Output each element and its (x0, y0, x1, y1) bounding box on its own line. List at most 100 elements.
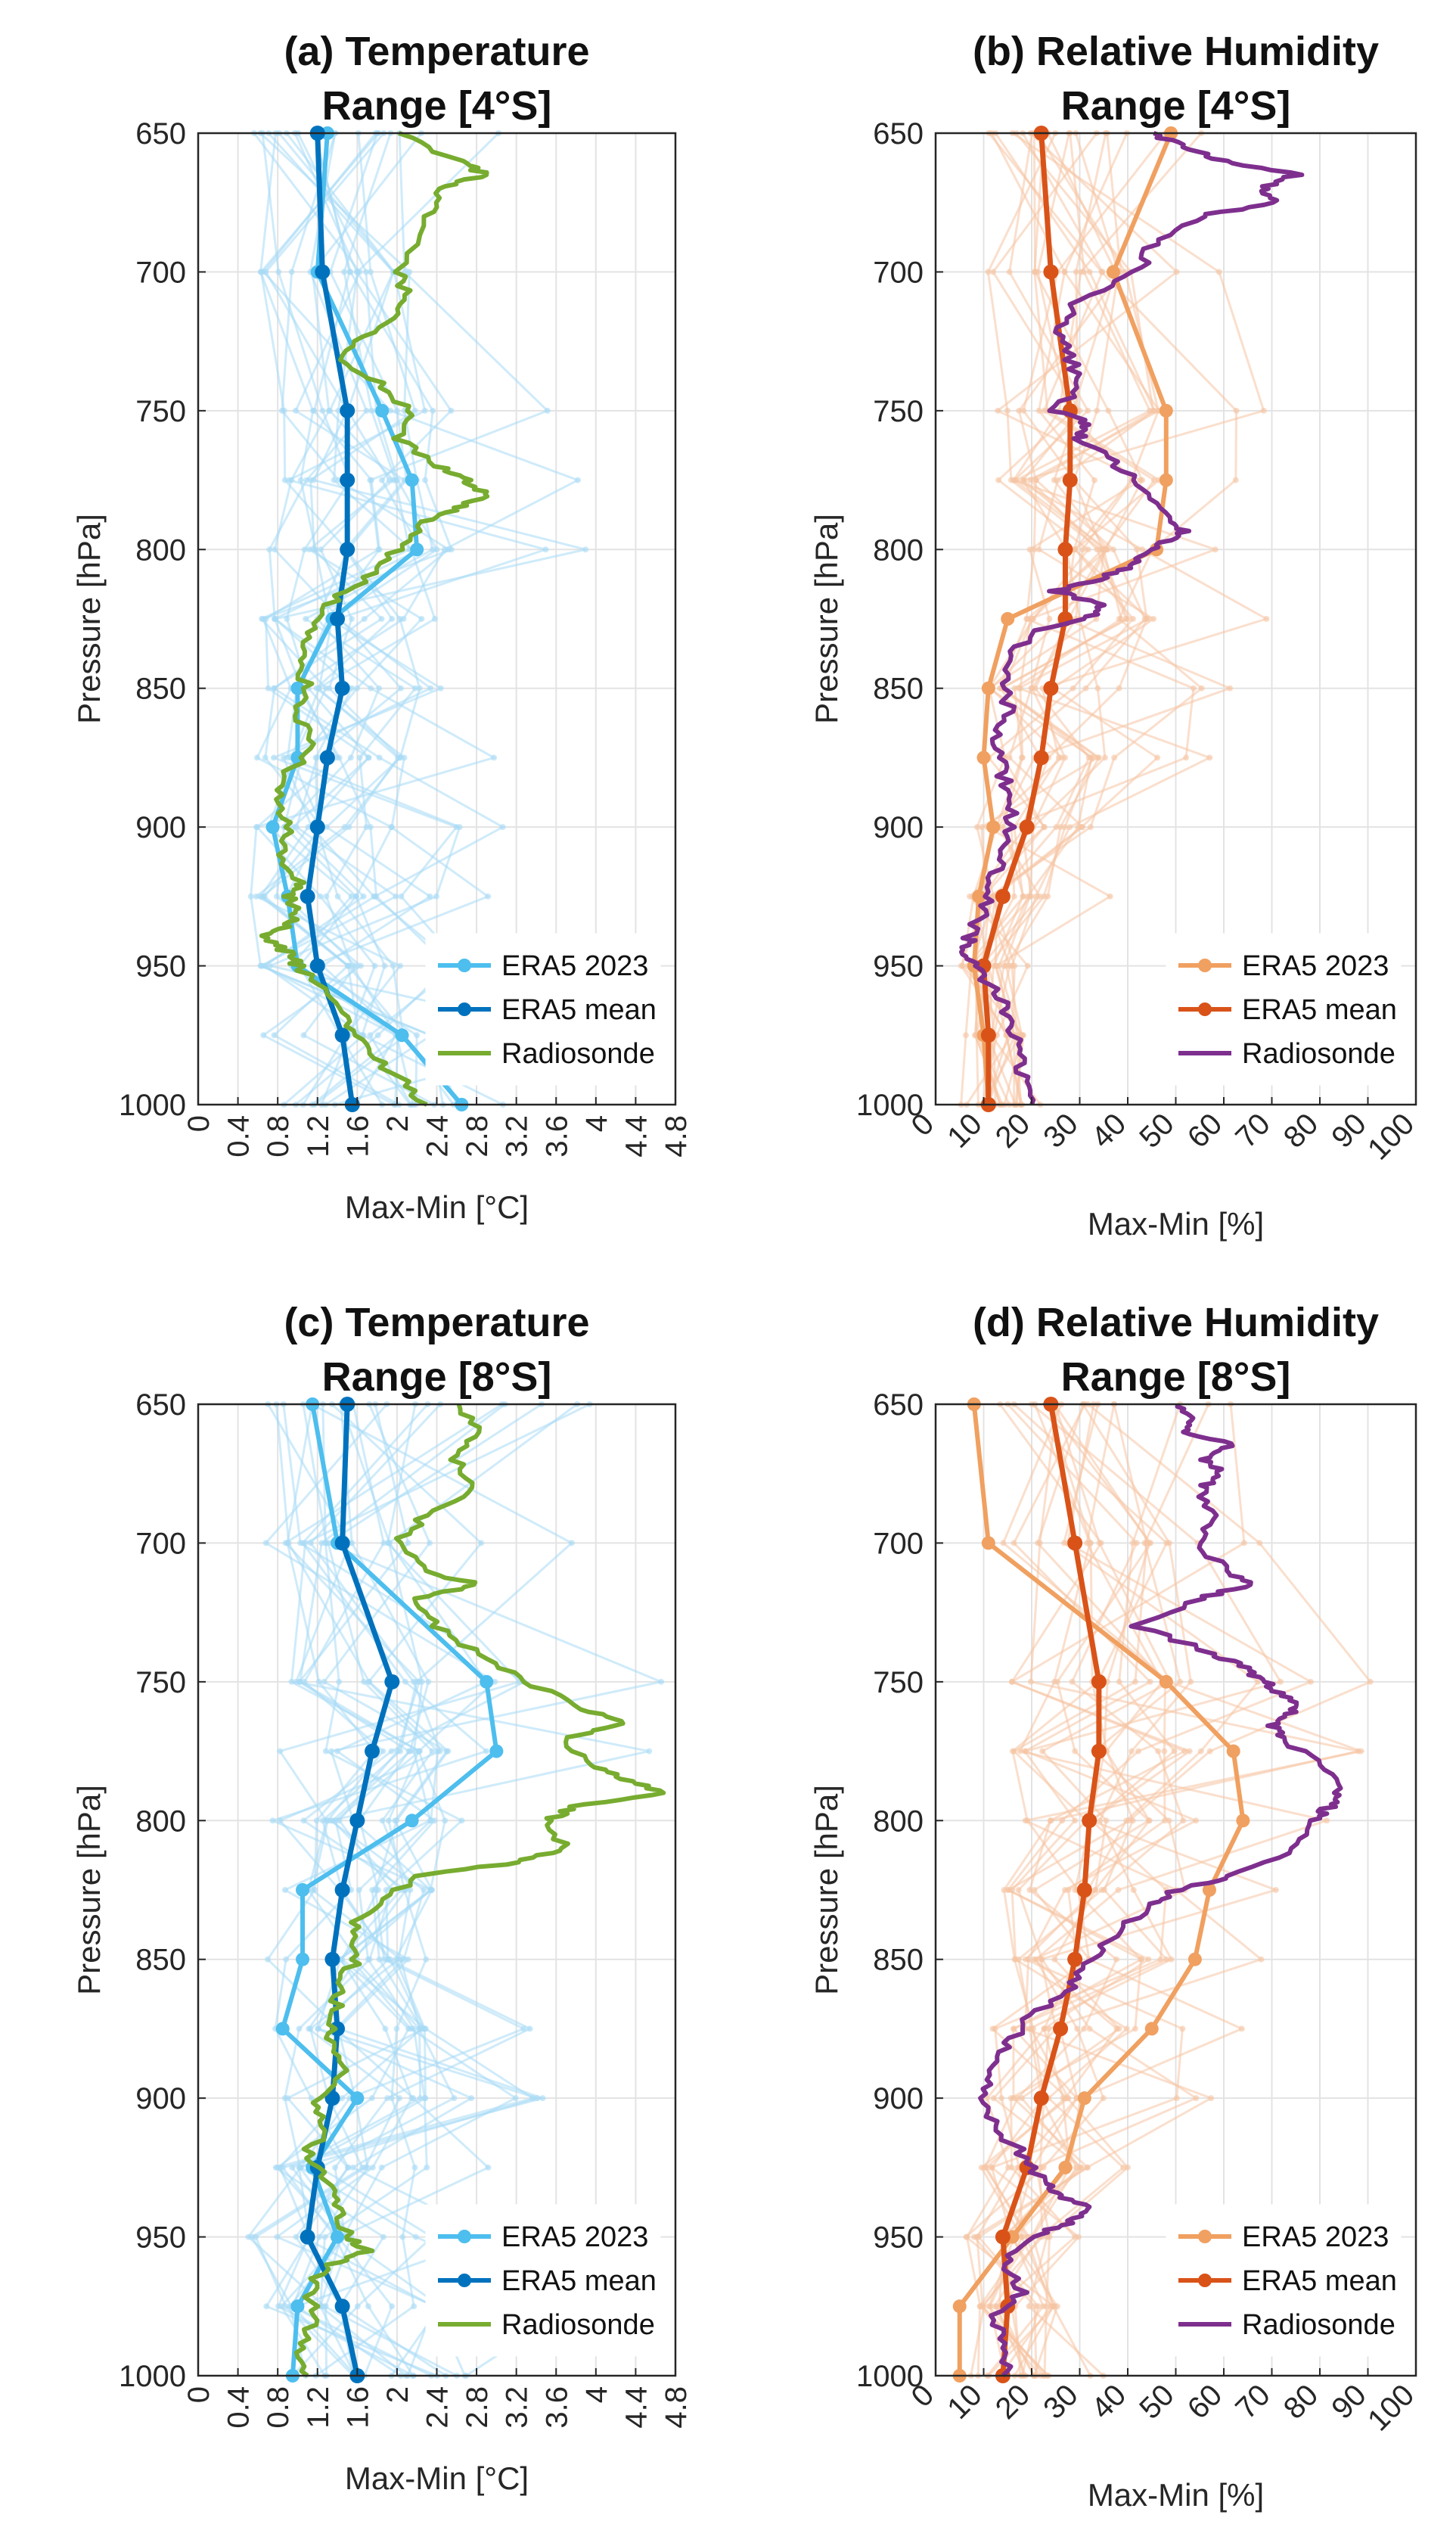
background-year-point (1011, 893, 1017, 900)
background-year-point (1238, 2025, 1245, 2032)
background-year-point (393, 1817, 400, 1824)
background-year-point (259, 893, 266, 900)
background-year-point (1079, 824, 1086, 831)
y-tick-label: 850 (135, 1944, 186, 1977)
background-year-point (372, 1887, 379, 1893)
background-year-point (1028, 685, 1035, 692)
background-year-point (1150, 616, 1157, 622)
background-year-point (1227, 685, 1234, 692)
legend-entry-label: Radiosonde (1242, 1038, 1395, 1070)
era5-mean-point (1019, 819, 1035, 835)
background-year-point (340, 269, 347, 275)
background-year-point (1177, 1678, 1184, 1685)
background-year-point (1026, 546, 1033, 553)
background-year-point (265, 685, 272, 692)
background-year-point (442, 1817, 449, 1824)
x-tick-label: 0.8 (262, 2386, 295, 2429)
background-year-point (1060, 2095, 1066, 2102)
era5-mean-point (309, 958, 325, 974)
y-tick-label: 900 (135, 2082, 186, 2115)
background-year-point (1137, 477, 1144, 483)
background-year-point (1173, 2095, 1180, 2102)
background-year-point (253, 893, 259, 900)
background-year-point (313, 685, 320, 692)
x-axis-label: Max-Min [°C] (345, 1189, 529, 1225)
background-year-point (282, 2303, 289, 2310)
background-year-point (1143, 1540, 1150, 1546)
x-tick-label: 1.6 (341, 1115, 374, 1158)
background-year-point (1065, 2095, 1072, 2102)
background-year-point (1087, 1540, 1094, 1546)
background-year-point (412, 685, 419, 692)
background-year-point (1240, 1540, 1247, 1546)
era5-2023-point (275, 2022, 290, 2036)
era5-mean-point (1062, 472, 1078, 488)
background-year-point (1018, 2233, 1025, 2240)
era5-mean-point (1043, 680, 1059, 696)
background-year-point (279, 2164, 286, 2171)
era5-2023-point (1202, 1883, 1216, 1897)
background-year-point (367, 269, 374, 275)
era5-mean-point (330, 611, 346, 626)
background-year-point (451, 2095, 458, 2102)
background-year-point (271, 685, 278, 692)
background-year-point (1061, 269, 1068, 275)
background-year-point (646, 1748, 653, 1755)
x-tick-label: 80 (1277, 1107, 1325, 1155)
background-year-point (321, 2233, 328, 2240)
legend-entry-label: ERA5 mean (1242, 2265, 1397, 2297)
background-year-point (492, 1678, 498, 1685)
background-year-point (293, 407, 300, 414)
background-year-point (315, 2025, 321, 2032)
legend-entry-label: ERA5 2023 (501, 950, 648, 982)
background-year-point (356, 269, 363, 275)
background-year-point (1057, 824, 1064, 831)
background-year-point (397, 962, 404, 969)
x-tick-label: 70 (1229, 1107, 1277, 1155)
background-year-point (1072, 546, 1079, 553)
y-axis-label: Pressure [hPa] (71, 514, 107, 724)
era5-2023-point (410, 542, 424, 557)
background-year-point (284, 2095, 291, 2102)
background-year-point (985, 269, 992, 275)
background-year-point (310, 477, 317, 483)
background-year-point (288, 269, 295, 275)
background-year-point (406, 269, 413, 275)
background-year-point (1163, 1956, 1170, 1963)
y-tick-label: 700 (135, 256, 186, 289)
y-tick-label: 1000 (119, 1089, 186, 1122)
background-year-point (1358, 1748, 1364, 1755)
background-year-point (1123, 2025, 1130, 2032)
background-year-point (1006, 754, 1013, 761)
background-year-point (1132, 2025, 1138, 2032)
background-year-point (1032, 477, 1039, 483)
background-year-point (1053, 824, 1060, 831)
background-year-point (1011, 2025, 1017, 2032)
x-tick-label: 60 (1181, 1107, 1229, 1155)
background-year-point (1000, 1540, 1007, 1546)
background-year-point (1018, 754, 1025, 761)
era5-2023-point (296, 1952, 310, 1966)
background-year-point (281, 407, 287, 414)
era5-mean-point (1057, 542, 1073, 558)
background-year-point (998, 2095, 1005, 2102)
background-year-point (491, 754, 498, 761)
background-year-point (293, 2233, 300, 2240)
era5-2023-point (981, 1536, 995, 1550)
background-year-point (485, 2164, 492, 2171)
background-year-point (1041, 407, 1048, 414)
background-year-point (1024, 1817, 1031, 1824)
background-year-point (301, 546, 308, 553)
background-year-point (1072, 1748, 1079, 1755)
background-year-point (1051, 1678, 1058, 1685)
background-year-point (1031, 546, 1038, 553)
background-year-point (423, 1956, 430, 1963)
background-year-point (1028, 2025, 1035, 2032)
background-year-point (410, 1678, 417, 1685)
background-year-point (1051, 477, 1057, 483)
legend: ERA5 2023 ERA5 mean Radiosonde (1166, 933, 1402, 1086)
background-year-point (421, 2025, 428, 2032)
y-axis-label: Pressure [hPa] (809, 514, 844, 724)
background-year-point (1079, 546, 1086, 553)
background-year-point (574, 477, 581, 483)
